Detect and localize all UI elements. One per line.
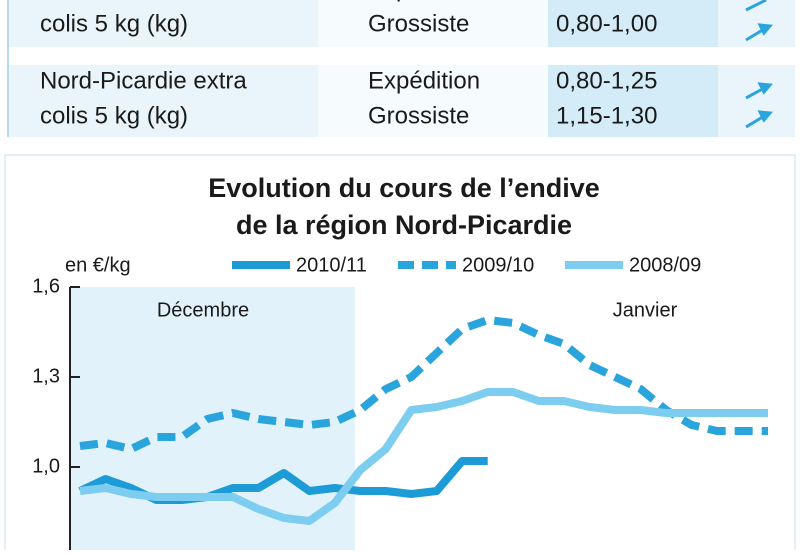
- cell-bg: [548, 65, 718, 137]
- stage: Expédition: [368, 67, 480, 94]
- chart-title: Evolution du cours de l’endive: [208, 173, 600, 203]
- legend-label: 2009/10: [462, 254, 534, 276]
- price: 0,80-1,25: [556, 67, 657, 94]
- trend-arrows: [745, 0, 774, 129]
- stage: Expédition: [368, 0, 480, 2]
- stage: Grossiste: [368, 102, 469, 129]
- price-table: Nord-Picardie extra colis 5 kg (kg) Expédi…: [7, 0, 795, 137]
- product: Nord-Picardie extra: [40, 67, 247, 94]
- y-tick-label: 1,0: [32, 455, 60, 477]
- y-tick-label: 1,6: [32, 275, 60, 297]
- legend-label: 2008/09: [629, 254, 701, 276]
- stage: Grossiste: [368, 10, 469, 37]
- series-line: [79, 388, 768, 525]
- product: colis 5 kg (kg): [40, 10, 188, 37]
- cell-bg: [548, 0, 718, 47]
- month-label: Janvier: [613, 299, 678, 321]
- price: 0,80-1,00: [556, 10, 657, 37]
- price: 0,70-1,05: [556, 0, 657, 2]
- month-label: Décembre: [157, 299, 249, 321]
- chart-frame: [4, 154, 796, 555]
- y-tick-label: 1,3: [32, 365, 60, 387]
- product: colis 5 kg (kg): [40, 102, 188, 129]
- legend-label: 2010/11: [296, 254, 367, 276]
- y-axis-label: en €/kg: [65, 254, 131, 276]
- series-line: [79, 316, 768, 453]
- cell-bg: [318, 65, 548, 137]
- chart-title: de la région Nord-Picardie: [236, 210, 572, 240]
- cell-bg: [318, 0, 548, 47]
- product: Nord-Picardie extra: [40, 0, 247, 2]
- price: 1,15-1,30: [556, 102, 657, 129]
